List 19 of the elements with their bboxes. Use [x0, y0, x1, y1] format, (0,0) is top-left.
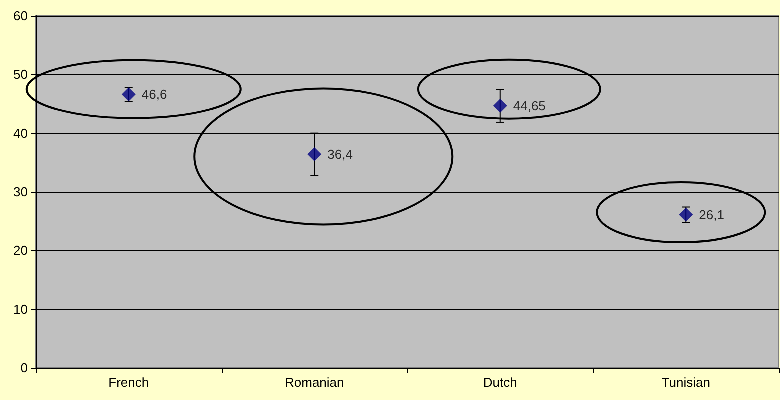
data-label: 36,4 — [328, 146, 353, 162]
x-tick-label: Tunisian — [662, 375, 710, 390]
y-tick-label: 30 — [14, 184, 28, 200]
data-label: 44,65 — [513, 98, 546, 114]
point — [308, 147, 322, 162]
x-tick-label: Romanian — [284, 375, 344, 390]
point — [679, 208, 694, 222]
point — [122, 88, 136, 102]
data-label: 46,6 — [142, 87, 168, 102]
y-tick-label: 0 — [20, 360, 28, 376]
point — [493, 99, 508, 114]
y-tick-label: 20 — [14, 243, 28, 258]
x-tick-label: Dutch — [483, 375, 518, 390]
x-tick-label: French — [108, 375, 150, 390]
y-tick-label: 10 — [14, 302, 28, 317]
y-tick-label: 50 — [14, 67, 28, 82]
data-label: 26,1 — [699, 207, 724, 222]
y-tick-label: 60 — [14, 8, 28, 24]
y-tick-label: 40 — [14, 126, 28, 141]
